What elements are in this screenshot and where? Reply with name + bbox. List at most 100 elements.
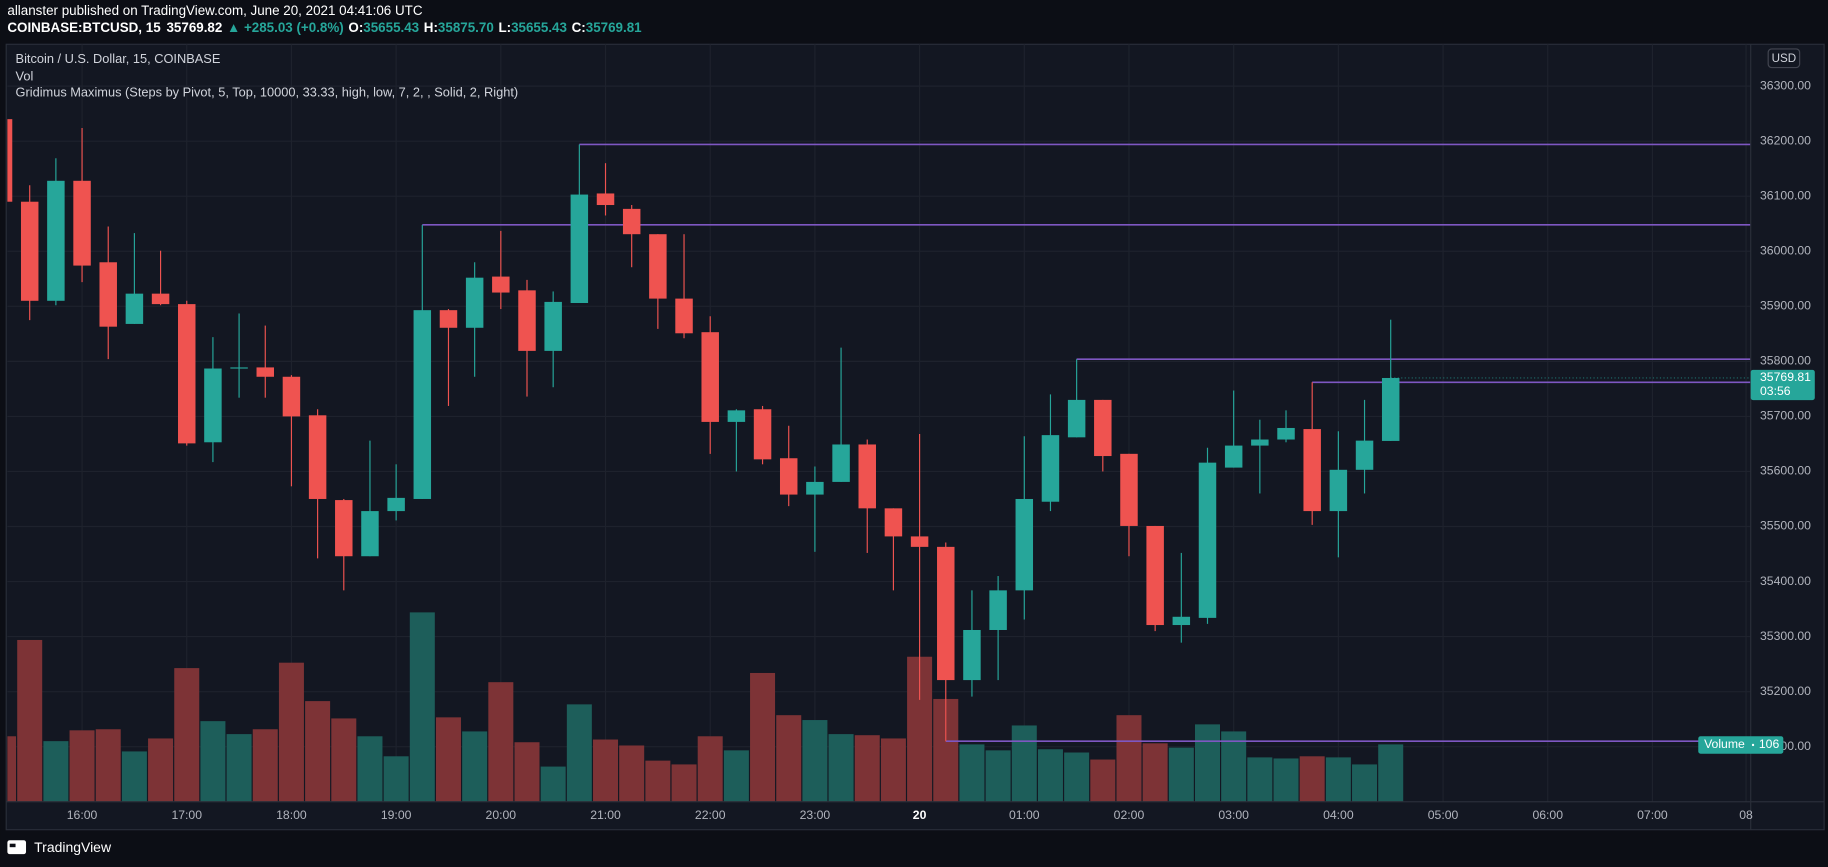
candle-body: [99, 262, 117, 327]
volume-bar: [278, 662, 304, 802]
volume-bar: [723, 750, 749, 802]
volume-bar: [880, 738, 906, 802]
volume-bar: [1194, 724, 1221, 802]
y-tick-label: 35800.00: [1760, 354, 1811, 368]
y-tick-label: 36200.00: [1760, 133, 1811, 147]
volume-bar: [1221, 731, 1247, 802]
candle-body: [361, 511, 379, 557]
candle-body: [335, 500, 353, 557]
candle-body: [753, 409, 772, 460]
volume-bar: [331, 718, 357, 802]
volume-bar: [383, 756, 409, 802]
volume-bar: [514, 742, 540, 802]
y-tick-label: 35600.00: [1760, 464, 1811, 478]
candle-body: [1015, 498, 1034, 591]
volume-bar: [671, 764, 697, 802]
candle-body: [806, 481, 824, 495]
volume-bar: [566, 704, 592, 802]
candle-body: [1120, 453, 1138, 526]
volume-bar: [69, 730, 95, 802]
candle-body: [73, 180, 91, 266]
x-tick-label: 06:00: [1532, 808, 1563, 822]
x-tick-label: 05:00: [1428, 808, 1459, 822]
candle-body: [1381, 377, 1400, 441]
y-tick-label: 36000.00: [1760, 243, 1811, 257]
logo: [7, 840, 27, 855]
axes: 35100.0035200.0035300.0035400.0035500.00…: [67, 78, 1815, 822]
y-tick-label: 35900.00: [1760, 299, 1811, 313]
volume-bar: [776, 715, 802, 802]
candle-body: [282, 376, 301, 417]
x-tick-label: 19:00: [381, 808, 412, 822]
candle-body: [832, 444, 850, 482]
candle-body: [622, 208, 641, 235]
volume-bar: [593, 739, 619, 802]
legend-indicator: Gridimus Maximus (Steps by Pivot, 5, Top…: [16, 85, 519, 100]
volume-bar: [488, 682, 514, 802]
x-tick-label: 18:00: [276, 808, 307, 822]
marks: [7, 119, 1751, 802]
candle-body: [1355, 440, 1374, 470]
candle-body: [7, 119, 13, 202]
candle-body: [701, 332, 719, 422]
candle-body: [151, 293, 170, 305]
volume-bar: [305, 701, 331, 802]
volume-bar: [802, 720, 828, 802]
candle-body: [1041, 435, 1060, 502]
candle-body: [178, 304, 196, 444]
candle-body: [1303, 429, 1321, 512]
countdown: 03:56: [1760, 384, 1791, 398]
x-tick-label: 07:00: [1637, 808, 1668, 822]
volume-bar: [1064, 752, 1090, 802]
candle-body: [570, 194, 589, 304]
volume-badge-label: Volume: [1704, 737, 1745, 751]
candle-body: [596, 193, 615, 206]
volume-bar: [43, 741, 69, 802]
candle-body: [387, 497, 405, 512]
candle-body: [858, 444, 876, 509]
currency-button[interactable]: [1767, 48, 1801, 69]
x-tick-label: 21:00: [590, 808, 621, 822]
candle-body: [963, 629, 981, 681]
y-tick-label: 35700.00: [1760, 409, 1811, 423]
price-badge: [1750, 369, 1815, 401]
volume-bar: [619, 745, 645, 802]
y-tick-label: 35500.00: [1760, 519, 1811, 533]
candle-body: [727, 410, 746, 422]
candle-body: [1172, 616, 1191, 626]
y-tick-label: 36300.00: [1760, 78, 1811, 92]
x-tick-label: 16:00: [67, 808, 98, 822]
x-tick-label: 20: [913, 808, 927, 822]
ohlc-key: O:: [348, 20, 363, 35]
candle-body: [884, 508, 903, 537]
candle-body: [1224, 445, 1243, 468]
volume-bar: [95, 729, 121, 802]
y-tick-label: 35200.00: [1760, 684, 1811, 698]
x-tick-label: 23:00: [800, 808, 831, 822]
x-tick-label: 01:00: [1009, 808, 1040, 822]
volume-bar: [1116, 715, 1142, 802]
volume-bar: [121, 751, 147, 802]
x-tick-label: 17:00: [171, 808, 202, 822]
volume-bar: [854, 735, 880, 802]
volume-bar: [1378, 744, 1404, 802]
volume-bar: [540, 766, 566, 802]
x-tick-label: 22:00: [695, 808, 726, 822]
volume-bar: [17, 639, 43, 802]
candle-body: [1146, 525, 1164, 626]
legend-volume: Vol: [16, 68, 34, 83]
volume-bar: [226, 734, 252, 802]
candle-body: [413, 310, 432, 499]
volume-bar: [252, 729, 278, 802]
candle-body: [544, 301, 562, 351]
volume-bar: [200, 721, 226, 802]
candle-body: [518, 290, 536, 351]
volume-bar: [462, 731, 488, 802]
currency[interactable]: USD: [1772, 52, 1797, 65]
ohlc-key: L:: [498, 20, 511, 35]
x-tick-label: 03:00: [1218, 808, 1249, 822]
volume-bar: [174, 668, 200, 802]
candle-body: [649, 234, 667, 299]
brand: TradingView: [34, 839, 112, 855]
price-badge-value: 35769.81: [1760, 370, 1811, 384]
